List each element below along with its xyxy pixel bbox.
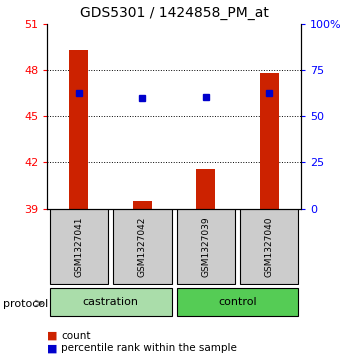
Bar [133, 201, 152, 209]
Text: ■: ■ [47, 331, 58, 341]
Bar [113, 209, 172, 284]
Text: control: control [218, 297, 257, 307]
Text: protocol: protocol [4, 299, 49, 309]
Text: GSM1327042: GSM1327042 [138, 217, 147, 277]
Bar [177, 209, 235, 284]
Bar [260, 73, 279, 209]
Title: GDS5301 / 1424858_PM_at: GDS5301 / 1424858_PM_at [80, 6, 268, 20]
Bar [196, 168, 215, 209]
Bar [177, 288, 299, 316]
Text: count: count [61, 331, 91, 341]
Text: GSM1327040: GSM1327040 [265, 217, 274, 277]
Text: ■: ■ [47, 343, 58, 354]
Text: GSM1327041: GSM1327041 [75, 217, 83, 277]
Text: percentile rank within the sample: percentile rank within the sample [61, 343, 237, 354]
Bar [50, 288, 172, 316]
Bar [240, 209, 299, 284]
Bar [69, 50, 89, 209]
Text: castration: castration [83, 297, 139, 307]
Bar [50, 209, 108, 284]
Text: GSM1327039: GSM1327039 [201, 216, 210, 277]
